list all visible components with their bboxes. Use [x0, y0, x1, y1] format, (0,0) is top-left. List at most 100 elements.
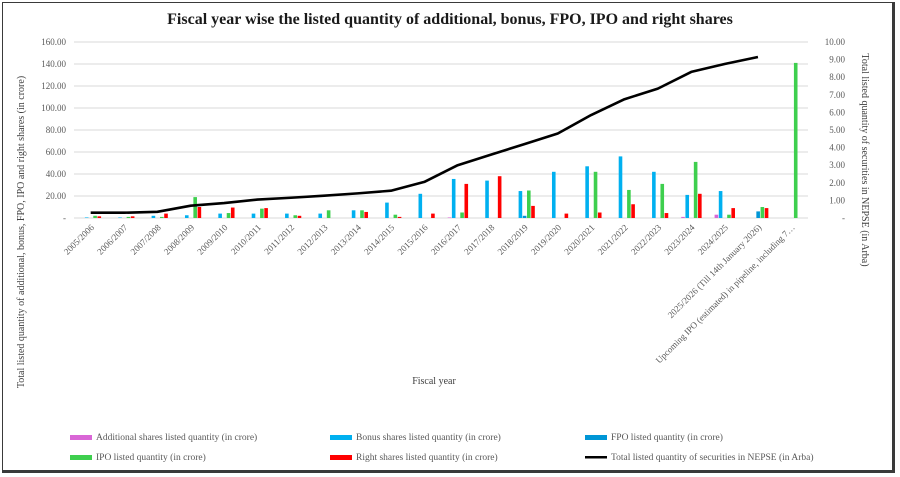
chart-title: Fiscal year wise the listed quantity of … — [167, 11, 733, 28]
bar — [297, 215, 302, 218]
x-tick-label: 2022/2023 — [629, 222, 664, 257]
bar — [793, 62, 798, 219]
bar — [731, 208, 735, 218]
bar — [681, 216, 685, 218]
bar — [364, 211, 368, 218]
bar — [760, 207, 765, 218]
x-tick-label: 2010/2011 — [229, 222, 263, 256]
x-tick-label: 2023/2024 — [662, 222, 697, 257]
legend-label: Total listed quantity of securities in N… — [611, 452, 814, 463]
bar — [531, 205, 535, 218]
y2-tick-label: 1.00 — [829, 195, 845, 205]
bar — [460, 212, 464, 218]
bar — [164, 213, 168, 218]
bar — [497, 176, 502, 218]
legend-label: Additional shares listed quantity (in cr… — [96, 432, 257, 443]
legend-label: Right shares listed quantity (in crore) — [356, 452, 498, 463]
y-axis-ticks: - 20.00 40.00 60.00 80.00 100.00 120.00 140.00 1… — [41, 37, 66, 223]
y2-tick-label: 2.00 — [829, 178, 845, 188]
bar — [84, 217, 89, 218]
bar — [518, 191, 523, 218]
bar — [293, 215, 298, 218]
bar — [197, 207, 202, 218]
x-tick-label: 2016/2017 — [429, 222, 464, 257]
bar — [184, 215, 189, 218]
bar — [397, 216, 402, 218]
x-tick-label: 2006/2007 — [95, 222, 130, 257]
x-tick-label: 2008/2009 — [162, 222, 197, 257]
bar — [360, 210, 364, 218]
bar — [264, 208, 268, 218]
x-tick-label: 2020/2021 — [562, 222, 596, 256]
bar — [693, 161, 698, 218]
legend-swatch — [330, 435, 352, 440]
legend-swatch — [70, 435, 92, 440]
legend: Additional shares listed quantity (in cr… — [70, 432, 814, 463]
x-axis-title: Fiscal year — [412, 376, 456, 387]
bar — [597, 212, 602, 218]
bar — [618, 156, 623, 218]
y2-axis-ticks: - 1.00 2.00 3.00 4.00 5.00 6.00 7.00 8.00 9.00 10.… — [825, 37, 846, 223]
y2-tick-label: 9.00 — [829, 55, 845, 65]
x-tick-label: 2024/2025 — [696, 222, 731, 257]
x-tick-label: 2019/2020 — [529, 222, 564, 257]
bar — [451, 178, 456, 218]
bar — [593, 171, 598, 218]
x-tick-label: 2007/2008 — [129, 222, 164, 257]
y2-tick-label: 4.00 — [829, 143, 845, 153]
bar — [126, 216, 131, 218]
y2-tick-label: 7.00 — [829, 90, 845, 100]
legend-label: IPO listed quantity (in crore) — [96, 452, 206, 463]
y2-tick-label: 10.00 — [825, 37, 846, 47]
bar — [714, 214, 719, 218]
bar — [631, 204, 635, 218]
bar — [527, 190, 531, 218]
line-series — [90, 55, 759, 215]
y-tick-label: 80.00 — [46, 125, 67, 135]
y-axis-title: Total listed quantity of additional, bon… — [16, 76, 27, 388]
bar — [151, 215, 156, 218]
x-axis-ticks: 2005/2006 2006/2007 2007/2008 2008/2009 2009… — [62, 222, 797, 365]
y2-tick-label: 8.00 — [829, 72, 845, 82]
x-tick-label: 2011/2012 — [262, 222, 296, 256]
bar — [698, 193, 702, 218]
bar — [130, 216, 135, 218]
bar — [664, 213, 669, 218]
y2-tick-label: - — [842, 213, 845, 223]
x-tick-label: 2017/2018 — [462, 222, 497, 257]
y2-tick-label: 3.00 — [829, 160, 845, 170]
y-tick-label: 160.00 — [41, 37, 66, 47]
legend-swatch — [585, 456, 607, 459]
bar — [764, 208, 769, 218]
y-tick-label: 20.00 — [46, 191, 67, 201]
bar — [326, 210, 331, 218]
y-tick-label: 60.00 — [46, 147, 67, 157]
x-tick-label: 2021/2022 — [596, 222, 630, 256]
bar — [485, 180, 489, 218]
chart-frame — [2, 2, 895, 473]
x-tick-label: 2012/2013 — [295, 222, 330, 257]
bar — [93, 215, 97, 218]
y2-tick-label: 5.00 — [829, 125, 845, 135]
legend-swatch — [330, 455, 352, 460]
x-tick-label: 2005/2006 — [62, 222, 97, 257]
x-tick-label: 2015/2016 — [395, 222, 430, 257]
y-tick-label: - — [63, 213, 66, 223]
legend-label: Bonus shares listed quantity (in crore) — [356, 432, 501, 443]
bar — [464, 183, 469, 218]
bar — [685, 194, 690, 218]
y-tick-label: 140.00 — [41, 59, 66, 69]
bar — [230, 207, 235, 218]
y2-axis-title: Total listed quantity of securities in N… — [859, 53, 870, 266]
bar — [522, 215, 527, 218]
bar — [564, 213, 569, 218]
x-tick-label: 2014/2015 — [362, 222, 397, 257]
total-line — [90, 55, 759, 215]
bar — [97, 216, 102, 218]
bar — [385, 202, 389, 218]
x-tick-label: 2013/2014 — [329, 222, 364, 257]
y2-tick-label: 6.00 — [829, 107, 845, 117]
bar — [160, 216, 164, 218]
bar — [551, 171, 556, 218]
